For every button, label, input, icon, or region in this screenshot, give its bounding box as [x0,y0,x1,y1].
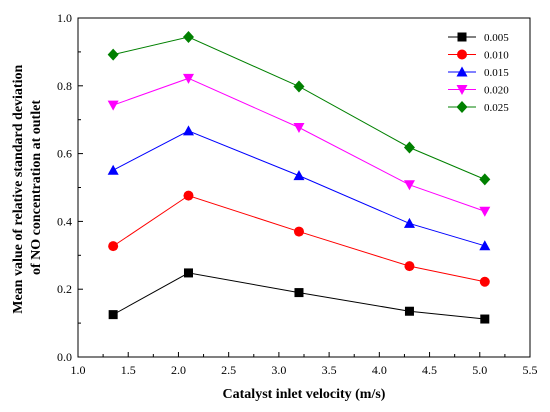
legend-label: 0.025 [484,102,509,114]
data-point [403,217,415,228]
x-tick-label: 1.5 [121,363,136,377]
series-line [112,77,485,212]
data-point [403,141,415,154]
data-point [404,261,415,272]
data-point [108,241,119,252]
series-line [113,36,485,180]
data-point [479,276,490,287]
y-tick-label: 1.0 [57,11,72,25]
x-tick-label: 4.5 [422,363,437,377]
x-axis-title: Catalyst inlet velocity (m/s) [223,387,386,402]
legend-label: 0.010 [484,50,509,62]
series-0.005 [108,268,490,324]
series-0.015 [107,125,491,251]
data-point [404,306,414,316]
x-tick-label: 4.0 [372,363,387,377]
data-point [293,80,305,93]
x-tick-label: 3.5 [322,363,337,377]
legend-marker [456,85,468,95]
data-point [479,206,491,217]
legend-label: 0.005 [484,32,509,44]
y-tick-label: 0.2 [57,282,72,296]
data-point [182,30,194,43]
x-tick-label: 5.0 [472,363,487,377]
y-tick-label: 0.0 [57,350,72,364]
x-tick-label: 5.5 [523,363,538,377]
legend-marker [457,49,467,60]
y-tick-label: 0.6 [57,147,72,161]
data-point [293,226,304,237]
legend-marker [456,101,468,113]
y-axis-title-line-1: Mean value of relative standard deviatio… [11,65,26,314]
data-point [479,173,491,186]
data-point [107,164,119,175]
data-point [480,314,490,324]
legend-label: 0.020 [484,85,509,97]
data-point [182,125,194,136]
legend-marker [456,66,468,77]
data-point [293,170,305,181]
data-point [479,240,491,251]
y-tick-label: 0.4 [57,214,72,228]
series-0.020 [107,73,491,217]
x-tick-label: 2.0 [171,363,186,377]
y-tick-label: 0.8 [57,79,72,93]
series-0.010 [108,190,490,287]
y-axis-title: Mean value of relative standard deviatio… [11,61,44,314]
data-point [183,268,193,278]
data-point [107,48,119,61]
series-line [112,195,485,283]
data-point [108,310,118,320]
x-tick-label: 3.0 [271,363,286,377]
legend-marker [457,32,467,42]
data-point [403,180,415,191]
y-axis-title-line-2: of NO concentration at outlet [29,100,44,275]
data-point [183,190,194,201]
legend-label: 0.015 [484,67,509,79]
x-tick-label: 2.5 [221,363,236,377]
plot-area: 1.0 1.5 2.0 2.5 3.0 3.5 4.0 4.5 5.0 5.5 0.0 0.2 0.4 0… [57,11,538,377]
data-point [294,288,304,298]
data-point [182,73,194,84]
legend: 0.005 0.010 0.015 0.020 0.025 [448,32,509,114]
data-point [107,100,119,111]
x-tick-label: 1.0 [71,363,86,377]
data-point [293,122,305,133]
series-0.025 [107,30,491,186]
